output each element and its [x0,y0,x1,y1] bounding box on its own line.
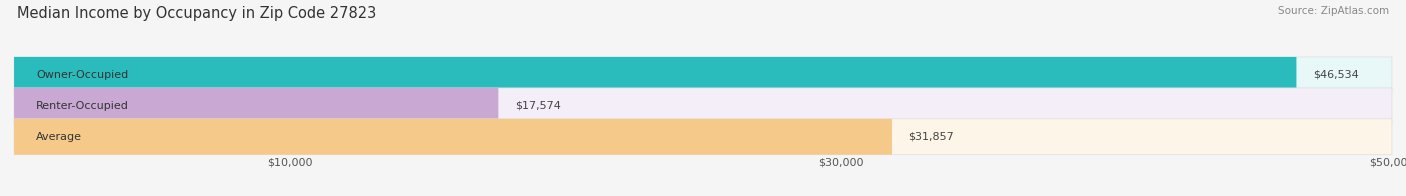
FancyBboxPatch shape [14,119,1392,155]
Text: Average: Average [37,132,82,142]
FancyBboxPatch shape [14,57,1392,93]
FancyBboxPatch shape [14,119,891,155]
Text: $31,857: $31,857 [908,132,955,142]
FancyBboxPatch shape [14,57,1296,93]
FancyBboxPatch shape [14,88,498,124]
Text: Owner-Occupied: Owner-Occupied [37,70,128,80]
Text: Renter-Occupied: Renter-Occupied [37,101,129,111]
Text: Median Income by Occupancy in Zip Code 27823: Median Income by Occupancy in Zip Code 2… [17,6,377,21]
Text: Source: ZipAtlas.com: Source: ZipAtlas.com [1278,6,1389,16]
Text: $46,534: $46,534 [1313,70,1358,80]
Text: $17,574: $17,574 [515,101,561,111]
FancyBboxPatch shape [14,88,1392,124]
